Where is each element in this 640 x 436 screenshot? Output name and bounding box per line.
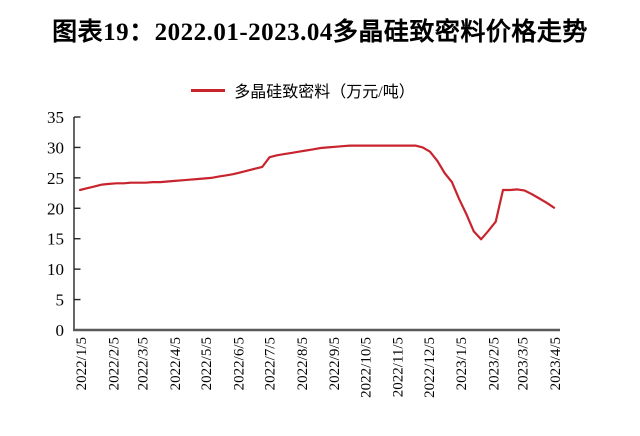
x-tick-label: 2022/12/5 xyxy=(422,337,438,398)
y-tick-label: 0 xyxy=(56,321,65,340)
y-tick-label: 25 xyxy=(47,169,64,188)
x-tick-label: 2022/9/5 xyxy=(327,337,343,390)
x-tick-label: 2023/2/5 xyxy=(487,337,503,390)
y-tick-label: 15 xyxy=(47,230,64,249)
x-tick-label: 2022/10/5 xyxy=(358,337,374,398)
y-tick-label: 20 xyxy=(47,199,64,218)
x-tick-label: 2022/3/5 xyxy=(135,337,151,390)
x-tick-label: 2022/11/5 xyxy=(391,337,407,397)
chart-legend: 多晶硅致密料（万元/吨） xyxy=(0,78,623,102)
x-tick-label: 2022/6/5 xyxy=(231,337,247,390)
x-tick-label: 2022/4/5 xyxy=(168,337,184,390)
x-tick-label: 2023/3/5 xyxy=(516,337,532,390)
x-tick-label: 2022/1/5 xyxy=(74,337,90,390)
x-tick-label: 2023/1/5 xyxy=(454,337,470,390)
y-tick-label: 30 xyxy=(47,138,64,157)
x-tick-label: 2022/5/5 xyxy=(199,337,215,390)
price-line-series xyxy=(78,144,556,241)
x-tick-label: 2023/4/5 xyxy=(548,337,564,390)
x-tick-label: 2022/8/5 xyxy=(295,337,311,390)
y-tick-label: 35 xyxy=(47,108,64,127)
figure-title: 图表19：2022.01-2023.04多晶硅致密料价格走势 xyxy=(52,19,588,46)
y-tick-label: 5 xyxy=(56,291,65,310)
legend-line-swatch xyxy=(191,88,226,92)
x-tick-label: 2022/7/5 xyxy=(263,337,279,390)
y-tick-label: 10 xyxy=(47,260,64,279)
legend-label: 多晶硅致密料（万元/吨） xyxy=(234,84,415,101)
x-tick-label: 2022/2/5 xyxy=(106,337,122,390)
